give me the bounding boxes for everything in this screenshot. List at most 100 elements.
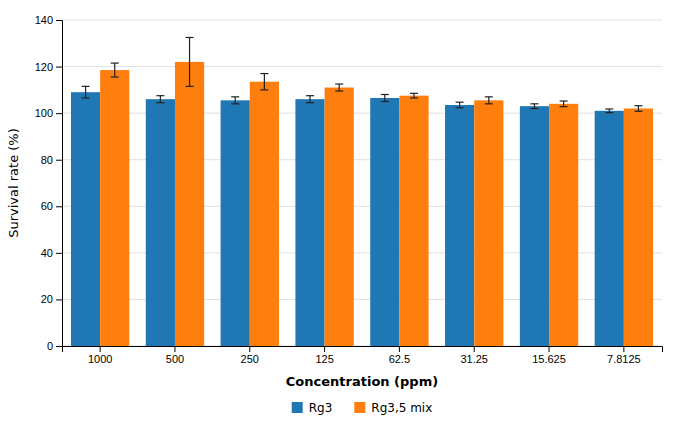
x-tick-label: 62.5 [389,353,410,365]
error-line [563,101,564,107]
bar [71,92,100,346]
error-line [638,106,639,112]
error-cap [260,89,268,90]
x-tick: 7.8125 [607,346,641,365]
error-cap [485,103,493,104]
error-cap [634,111,642,112]
y-tick: 0 [47,340,62,352]
error-line [459,102,460,108]
bar [175,62,204,346]
error-cap [231,103,239,104]
x-tick-mark [324,346,325,352]
bar [549,104,578,346]
error-cap [456,102,464,103]
y-tick-mark [56,67,62,68]
x-tick: 62.5 [389,346,410,365]
error-line [114,63,115,77]
error-cap [560,100,568,101]
error-cap [231,96,239,97]
error-line [339,84,340,91]
x-tick-mark [100,346,101,352]
error-cap [485,96,493,97]
error-bar [634,106,642,112]
bar [146,99,175,346]
y-axis-title: Survival rate (%) [6,128,21,238]
y-axis: 020406080100120140 [35,14,63,352]
x-tick: 1000 [88,346,112,365]
error-cap [306,95,314,96]
error-bar [381,95,389,102]
y-tick: 80 [41,154,62,166]
y-tick-mark [56,253,62,254]
y-tick-label: 0 [47,340,53,352]
error-cap [186,37,194,38]
series [100,37,653,346]
chart: 100050025012562.531.2515.6257.8125020406… [0,0,682,426]
bar [520,106,549,346]
error-cap [111,62,119,63]
x-tick: 15.625 [532,346,566,365]
x-axis-title: Concentration (ppm) [286,374,438,389]
x-tick-label: 250 [241,353,259,365]
error-line [384,95,385,102]
grid-line [62,66,662,67]
x-tick-label: 15.625 [532,353,566,365]
y-tick: 120 [35,61,62,73]
bar [624,108,653,346]
x-axis: 100050025012562.531.2515.6257.8125 [63,346,663,365]
legend-item: Rg3,5 mix [354,401,432,415]
legend-swatch [354,402,365,413]
y-tick: 40 [41,247,62,259]
error-cap [156,95,164,96]
x-axis-line [63,347,663,353]
x-tick-label: 1000 [88,353,112,365]
error-bar [260,74,268,90]
error-cap [156,102,164,103]
error-cap [381,94,389,95]
bar [295,99,324,346]
error-cap [634,105,642,106]
bar [595,111,624,346]
error-cap [381,101,389,102]
legend-label: Rg3 [309,401,333,415]
y-tick-label: 140 [35,14,53,26]
y-tick-label: 120 [35,61,53,73]
x-tick: 250 [241,346,259,365]
legend: Rg3 Rg3,5 mix [292,401,433,415]
x-tick-mark [549,346,550,352]
x-tick-mark [174,346,175,352]
error-bar [156,96,164,103]
x-tick-mark [474,346,475,352]
y-tick-mark [56,20,62,21]
error-cap [260,73,268,74]
error-bar [186,37,194,86]
y-tick: 20 [41,293,62,305]
y-tick: 60 [41,200,62,212]
error-bar [306,96,314,103]
error-bar [605,109,613,113]
error-cap [530,108,538,109]
grid-line [62,20,662,21]
bar [370,98,399,346]
error-bar [82,86,90,98]
error-line [534,104,535,109]
error-line [488,97,489,104]
error-bar [530,104,538,109]
bar [100,70,129,346]
legend-item: Rg3 [292,401,333,415]
error-bar [560,101,568,107]
x-tick: 125 [315,346,333,365]
error-line [413,93,414,98]
error-bar [410,93,418,98]
error-cap [456,107,464,108]
error-cap [306,102,314,103]
error-bar [485,97,493,104]
bar [445,105,474,346]
x-tick-mark [399,346,400,352]
plot: 100050025012562.531.2515.6257.8125020406… [35,14,663,365]
error-cap [111,76,119,77]
x-tick-label: 7.8125 [607,353,641,365]
error-cap [335,83,343,84]
error-line [235,97,236,104]
y-tick: 140 [35,14,62,26]
